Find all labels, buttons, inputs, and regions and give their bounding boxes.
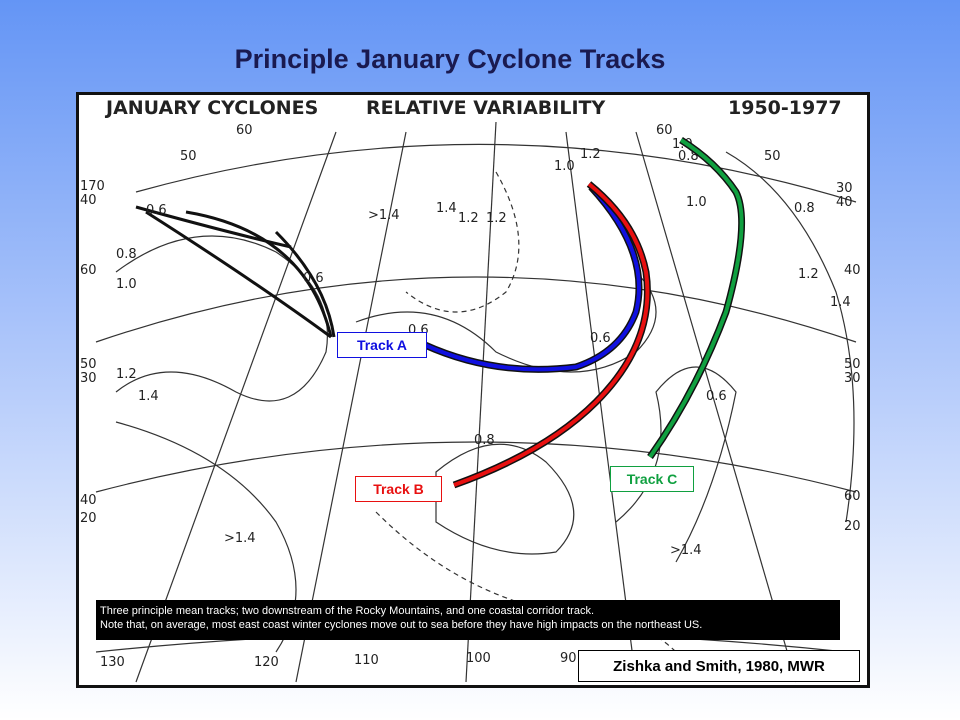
map-label: 1.0 xyxy=(116,277,137,292)
map-label: 0.6 xyxy=(146,203,167,218)
caption-line: Note that, on average, most east coast w… xyxy=(100,619,703,631)
map-header-text: RELATIVE VARIABILITY xyxy=(366,97,605,119)
map-label: 0.8 xyxy=(116,247,137,262)
map-label: 1.0 xyxy=(686,195,707,210)
map-label: 1.0 xyxy=(554,159,575,174)
map-label: 1.2 xyxy=(486,211,507,226)
map-label: 60 xyxy=(80,263,97,278)
map-label: 1.4 xyxy=(830,295,851,310)
map-figure: JANUARY CYCLONES RELATIVE VARIABILITY 1950… xyxy=(76,92,870,688)
map-label: 90 xyxy=(560,651,577,666)
map-label: 0.8 xyxy=(794,201,815,216)
map-label: 40 xyxy=(80,493,97,508)
map-header-text: 1950-1977 xyxy=(728,97,842,119)
map-label: 0.8 xyxy=(474,433,495,448)
map-label: 1.2 xyxy=(458,211,479,226)
map-label: 40 xyxy=(836,195,853,210)
caption-line: Three principle mean tracks; two downstr… xyxy=(100,605,595,617)
track-line xyxy=(424,185,641,372)
map-label: 50 xyxy=(844,357,861,372)
track-label: Track A xyxy=(337,332,427,358)
map-label: 30 xyxy=(836,181,853,196)
map-label: 60 xyxy=(656,123,673,138)
map-label: 0.6 xyxy=(706,389,727,404)
map-label: 170 xyxy=(80,179,105,194)
map-label: 40 xyxy=(844,263,861,278)
map-label: 1.4 xyxy=(138,389,159,404)
map-label: 50 xyxy=(80,357,97,372)
map-label: 60 xyxy=(236,123,253,138)
map-label: 60 xyxy=(844,489,861,504)
map-label: 110 xyxy=(354,653,379,668)
track-line xyxy=(453,182,650,487)
map-label: 0.6 xyxy=(303,271,324,286)
map-label: 30 xyxy=(844,371,861,386)
map-label: 40 xyxy=(80,193,97,208)
map-label: 1.2 xyxy=(116,367,137,382)
citation: Zishka and Smith, 1980, MWR xyxy=(578,650,860,682)
map-label: >1.4 xyxy=(368,208,400,223)
map-label: 20 xyxy=(80,511,97,526)
map-label: 130 xyxy=(100,655,125,670)
map-label: 1.4 xyxy=(436,201,457,216)
map-label: >1.4 xyxy=(670,543,702,558)
map-label: >1.4 xyxy=(224,531,256,546)
map-label: 30 xyxy=(80,371,97,386)
map-label: 50 xyxy=(764,149,781,164)
map-label: 20 xyxy=(844,519,861,534)
map-label: 1.2 xyxy=(580,147,601,162)
map-header-text: JANUARY CYCLONES xyxy=(104,97,318,119)
track-line xyxy=(648,138,744,459)
pacific-tracks xyxy=(135,205,336,339)
slide-title: Principle January Cyclone Tracks xyxy=(234,44,666,74)
map-label: 120 xyxy=(254,655,279,670)
map-label: 50 xyxy=(180,149,197,164)
map-label: 100 xyxy=(466,651,491,666)
track-label: Track C xyxy=(610,466,694,492)
caption: Three principle mean tracks; two downstr… xyxy=(96,600,840,640)
map-label: 1.2 xyxy=(798,267,819,282)
map-frame xyxy=(76,92,870,688)
map-label: 0.6 xyxy=(590,331,611,346)
track-label: Track B xyxy=(355,476,442,502)
